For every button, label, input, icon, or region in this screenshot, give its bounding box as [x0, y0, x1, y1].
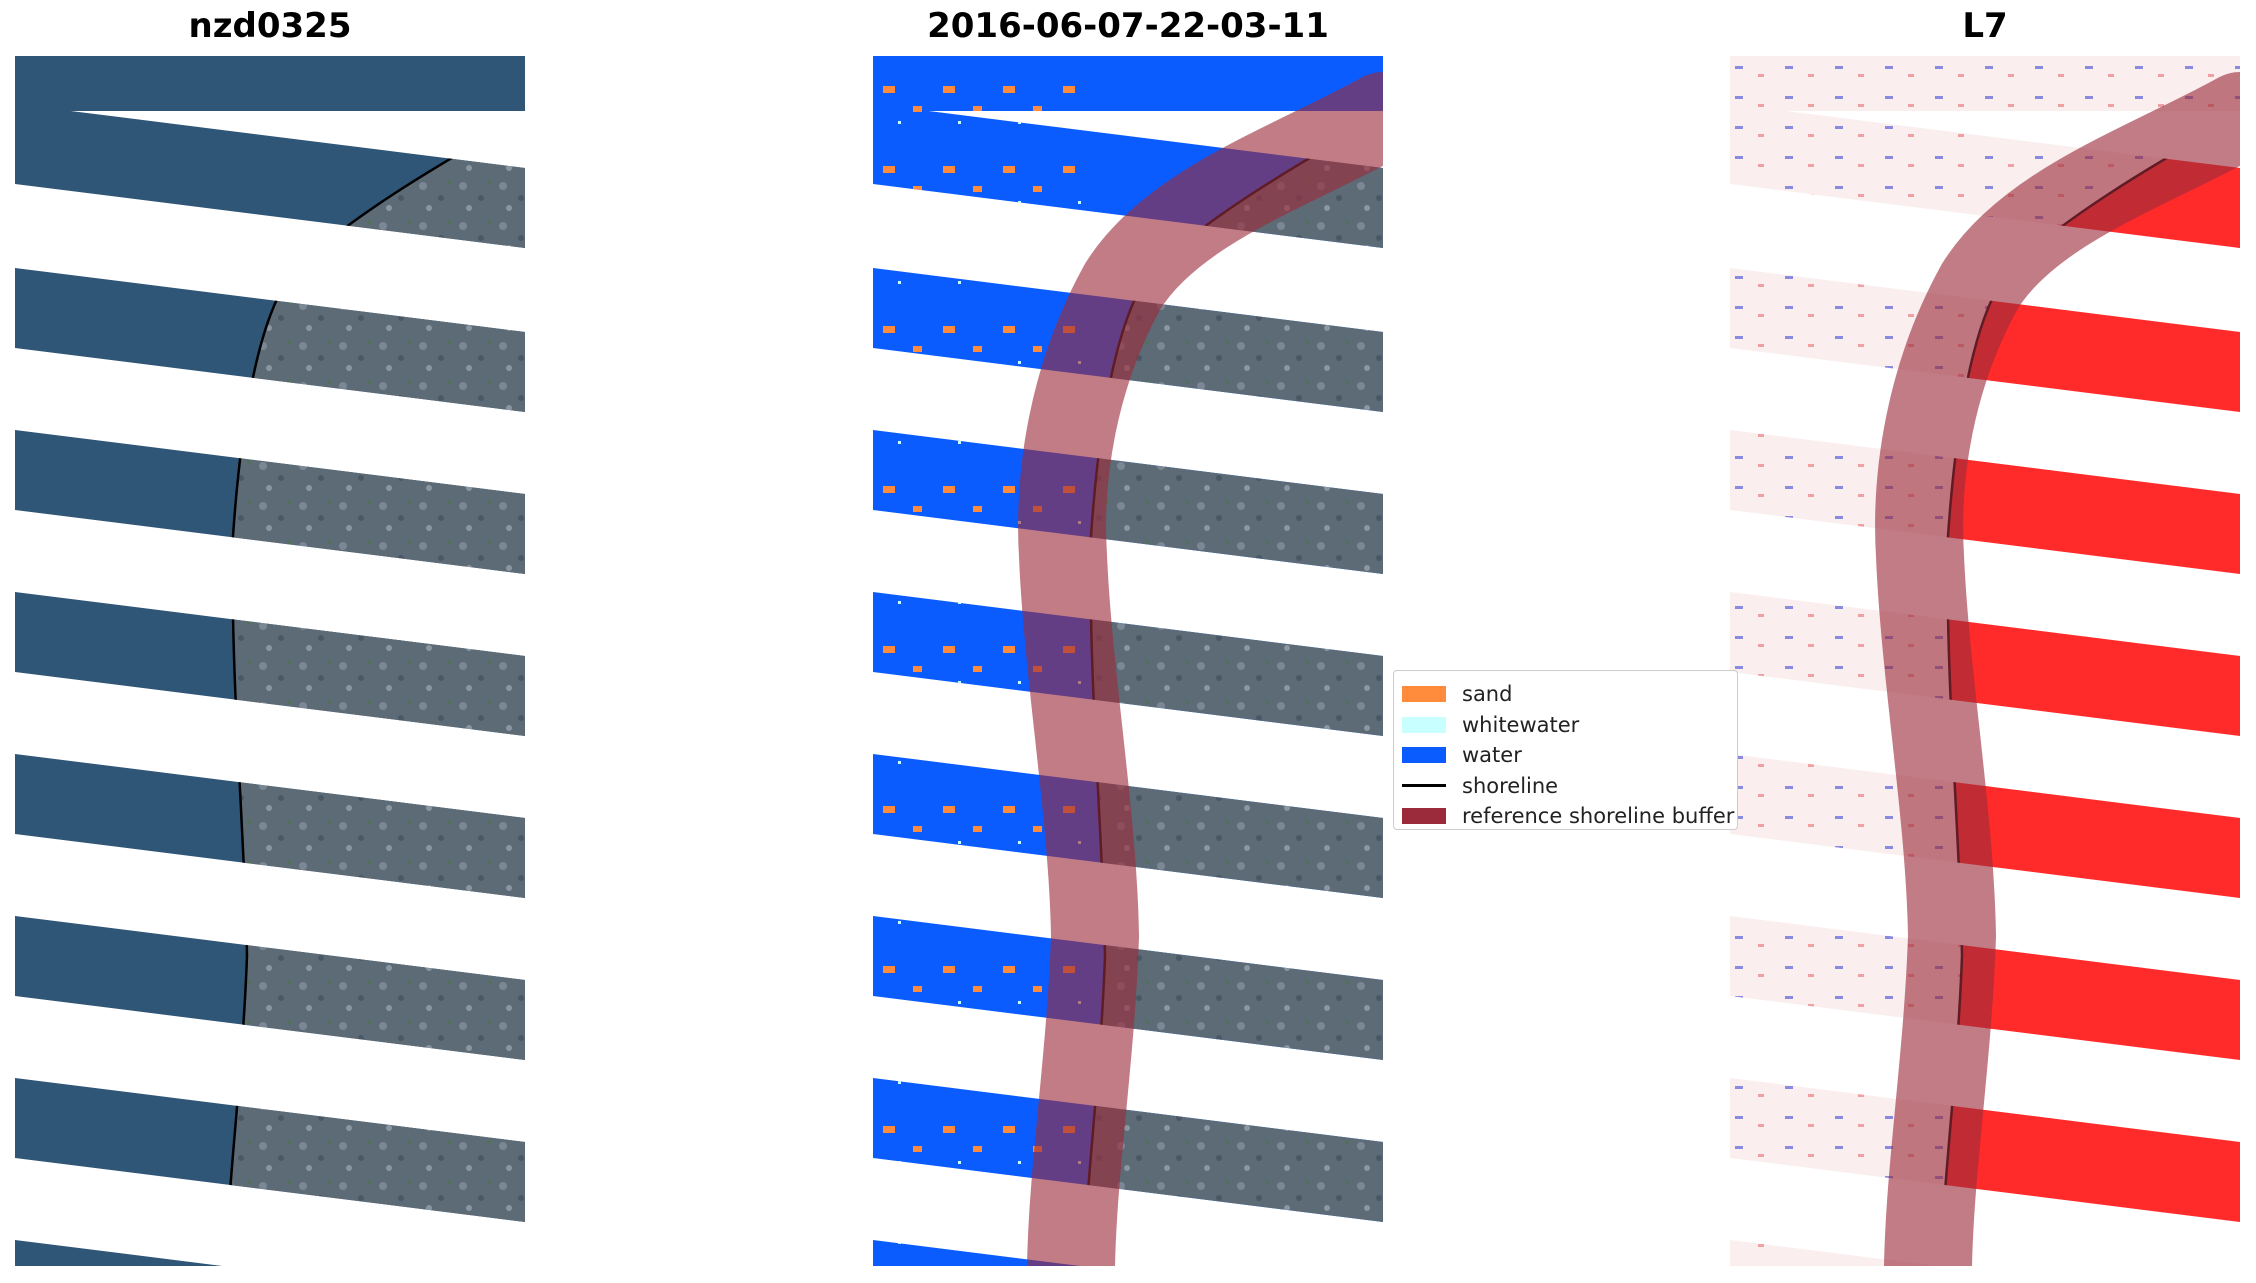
legend-swatch-sand [1402, 686, 1446, 703]
index-image-panel [1730, 56, 2240, 1266]
reference-shoreline-buffer [1018, 72, 1383, 1266]
legend-line-shoreline [1402, 784, 1446, 788]
legend-label: shoreline [1462, 773, 1559, 798]
legend-item-sand: sand [1402, 679, 1737, 710]
legend-swatch-whitewater [1402, 716, 1446, 733]
legend: sand whitewater water shoreline referenc… [1393, 670, 1738, 830]
legend-label: water [1462, 743, 1522, 768]
panel-title-rgb: nzd0325 [188, 6, 352, 46]
legend-item-water: water [1402, 740, 1737, 771]
panel-title-classified: 2016-06-07-22-03-11 [927, 6, 1329, 46]
legend-swatch-water [1402, 747, 1446, 764]
legend-item-buffer: reference shoreline buffer [1402, 801, 1737, 832]
rgb-image-panel [15, 56, 525, 1266]
legend-swatch-buffer [1402, 808, 1446, 825]
legend-label: whitewater [1462, 712, 1580, 737]
rgb-image [15, 56, 525, 1266]
reference-shoreline-buffer [1875, 72, 2240, 1266]
classified-image-panel [873, 56, 1383, 1266]
legend-item-shoreline: shoreline [1402, 771, 1737, 802]
legend-label: sand [1462, 682, 1513, 707]
panel-title-index: L7 [1962, 6, 2008, 46]
legend-label: reference shoreline buffer [1462, 804, 1735, 829]
legend-item-whitewater: whitewater [1402, 710, 1737, 741]
